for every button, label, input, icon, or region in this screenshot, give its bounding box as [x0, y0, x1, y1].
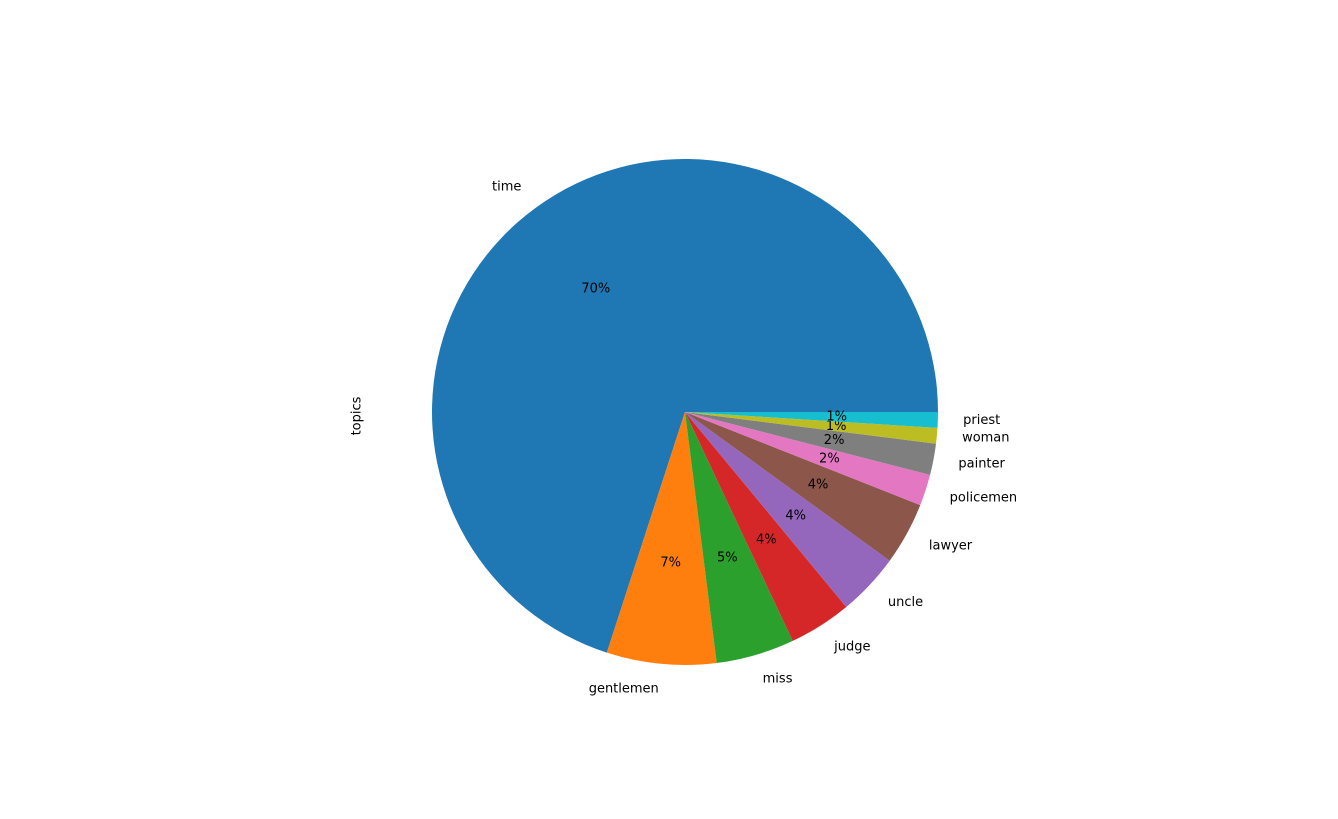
slice-label: lawyer: [929, 539, 973, 554]
value-label: 1%: [826, 409, 847, 424]
value-label: 4%: [808, 478, 829, 493]
value-label: 70%: [581, 282, 610, 297]
pie-slice: [685, 412, 937, 475]
pie-slice: [685, 412, 793, 664]
value-label: 2%: [819, 451, 840, 466]
value-label: 5%: [717, 550, 738, 565]
pie-slice: [685, 412, 847, 641]
pie-slice: [685, 412, 890, 607]
slice-label: policemen: [950, 490, 1017, 505]
pie-slice: [606, 412, 717, 665]
value-label: 4%: [785, 508, 806, 523]
slice-label: time: [492, 179, 521, 194]
slice-label: painter: [958, 457, 1005, 472]
value-label: 7%: [660, 556, 681, 571]
slice-label: uncle: [888, 595, 923, 610]
value-label: 4%: [756, 533, 777, 548]
y-axis-label: topics: [350, 396, 365, 435]
pie-slice: [685, 412, 938, 444]
pie-slice: [685, 412, 938, 428]
slice-label: gentlemen: [589, 682, 659, 697]
pie-slice: [685, 412, 931, 506]
slice-label: woman: [962, 431, 1009, 446]
pie-slice: [685, 412, 921, 561]
slice-label: miss: [763, 672, 793, 687]
value-label: 2%: [824, 433, 845, 448]
slice-label: judge: [833, 639, 870, 654]
value-label: 1%: [826, 419, 847, 434]
pie-slice: [432, 159, 938, 653]
slice-label: priest: [963, 413, 1000, 428]
